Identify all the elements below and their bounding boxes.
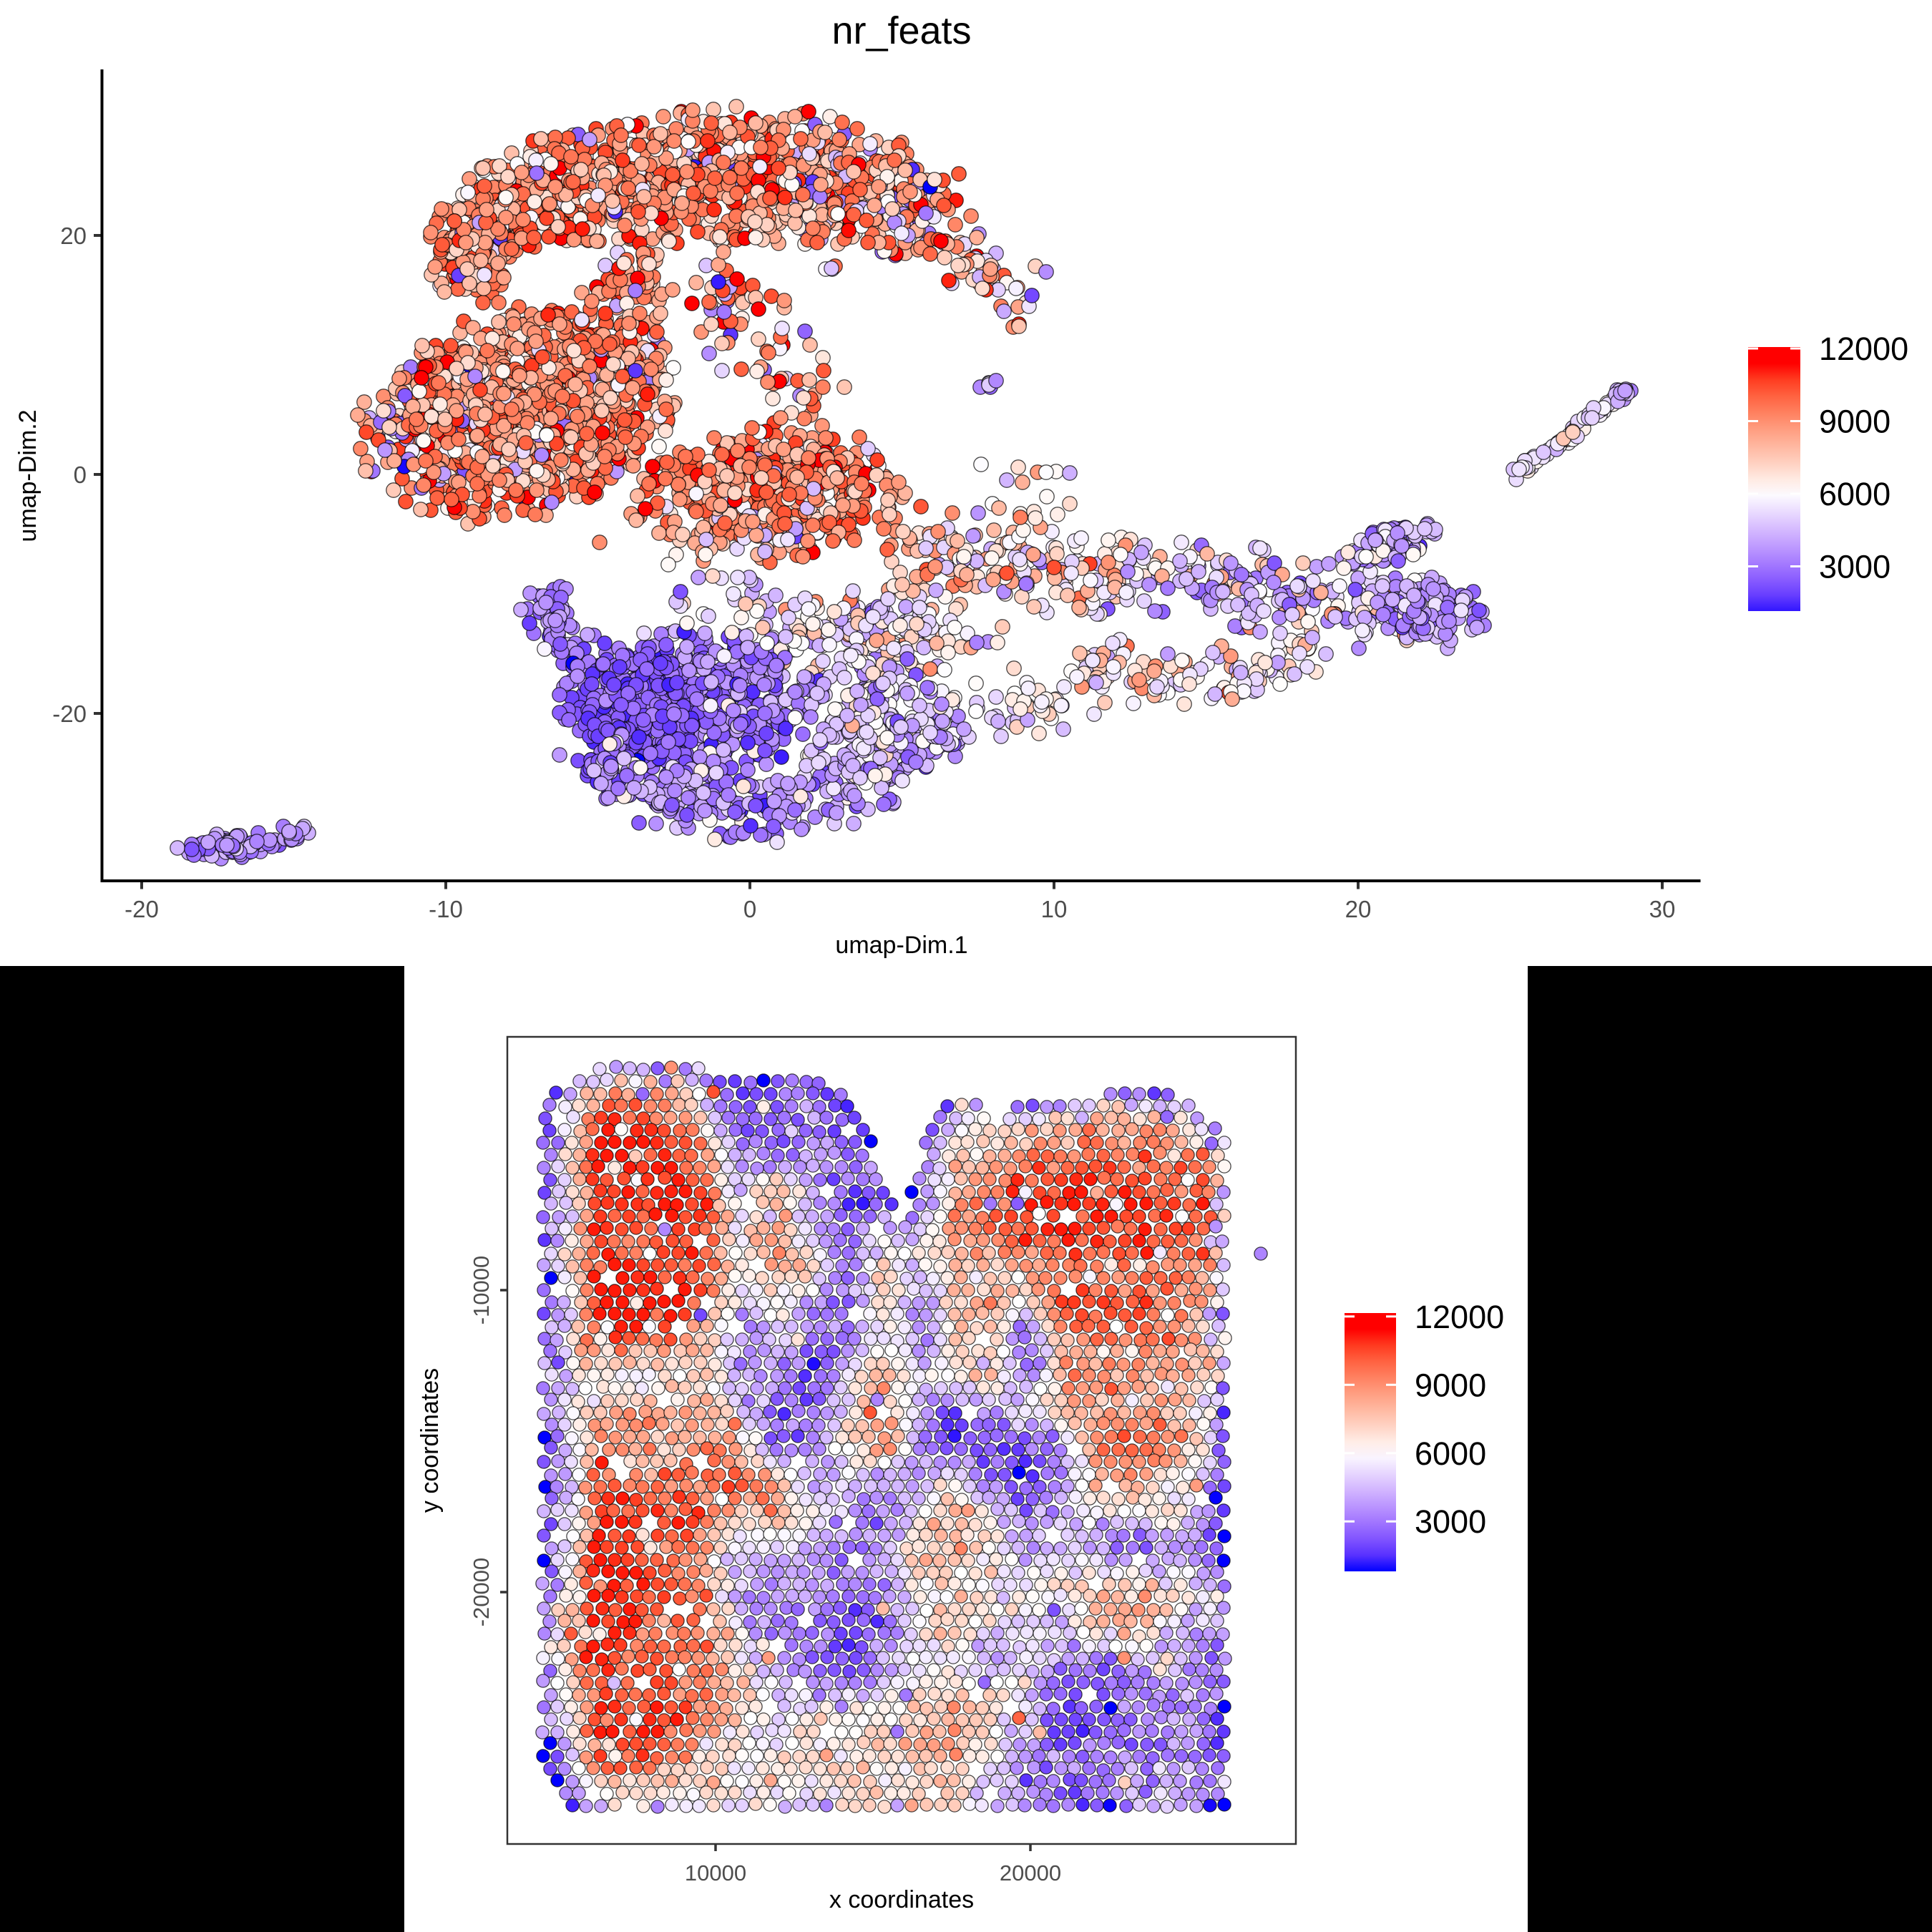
- svg-text:-10: -10: [429, 896, 463, 922]
- svg-text:30: 30: [1649, 896, 1676, 922]
- svg-text:20: 20: [1345, 896, 1372, 922]
- svg-text:-20: -20: [52, 701, 87, 727]
- svg-text:umap-Dim.1: umap-Dim.1: [835, 932, 967, 959]
- svg-text:umap-Dim.2: umap-Dim.2: [14, 409, 42, 542]
- svg-text:10: 10: [1041, 896, 1068, 922]
- svg-text:nr_feats: nr_feats: [831, 9, 971, 52]
- svg-text:20: 20: [60, 223, 87, 249]
- svg-text:0: 0: [743, 896, 756, 922]
- svg-text:0: 0: [74, 462, 87, 488]
- svg-text:-20: -20: [125, 896, 159, 922]
